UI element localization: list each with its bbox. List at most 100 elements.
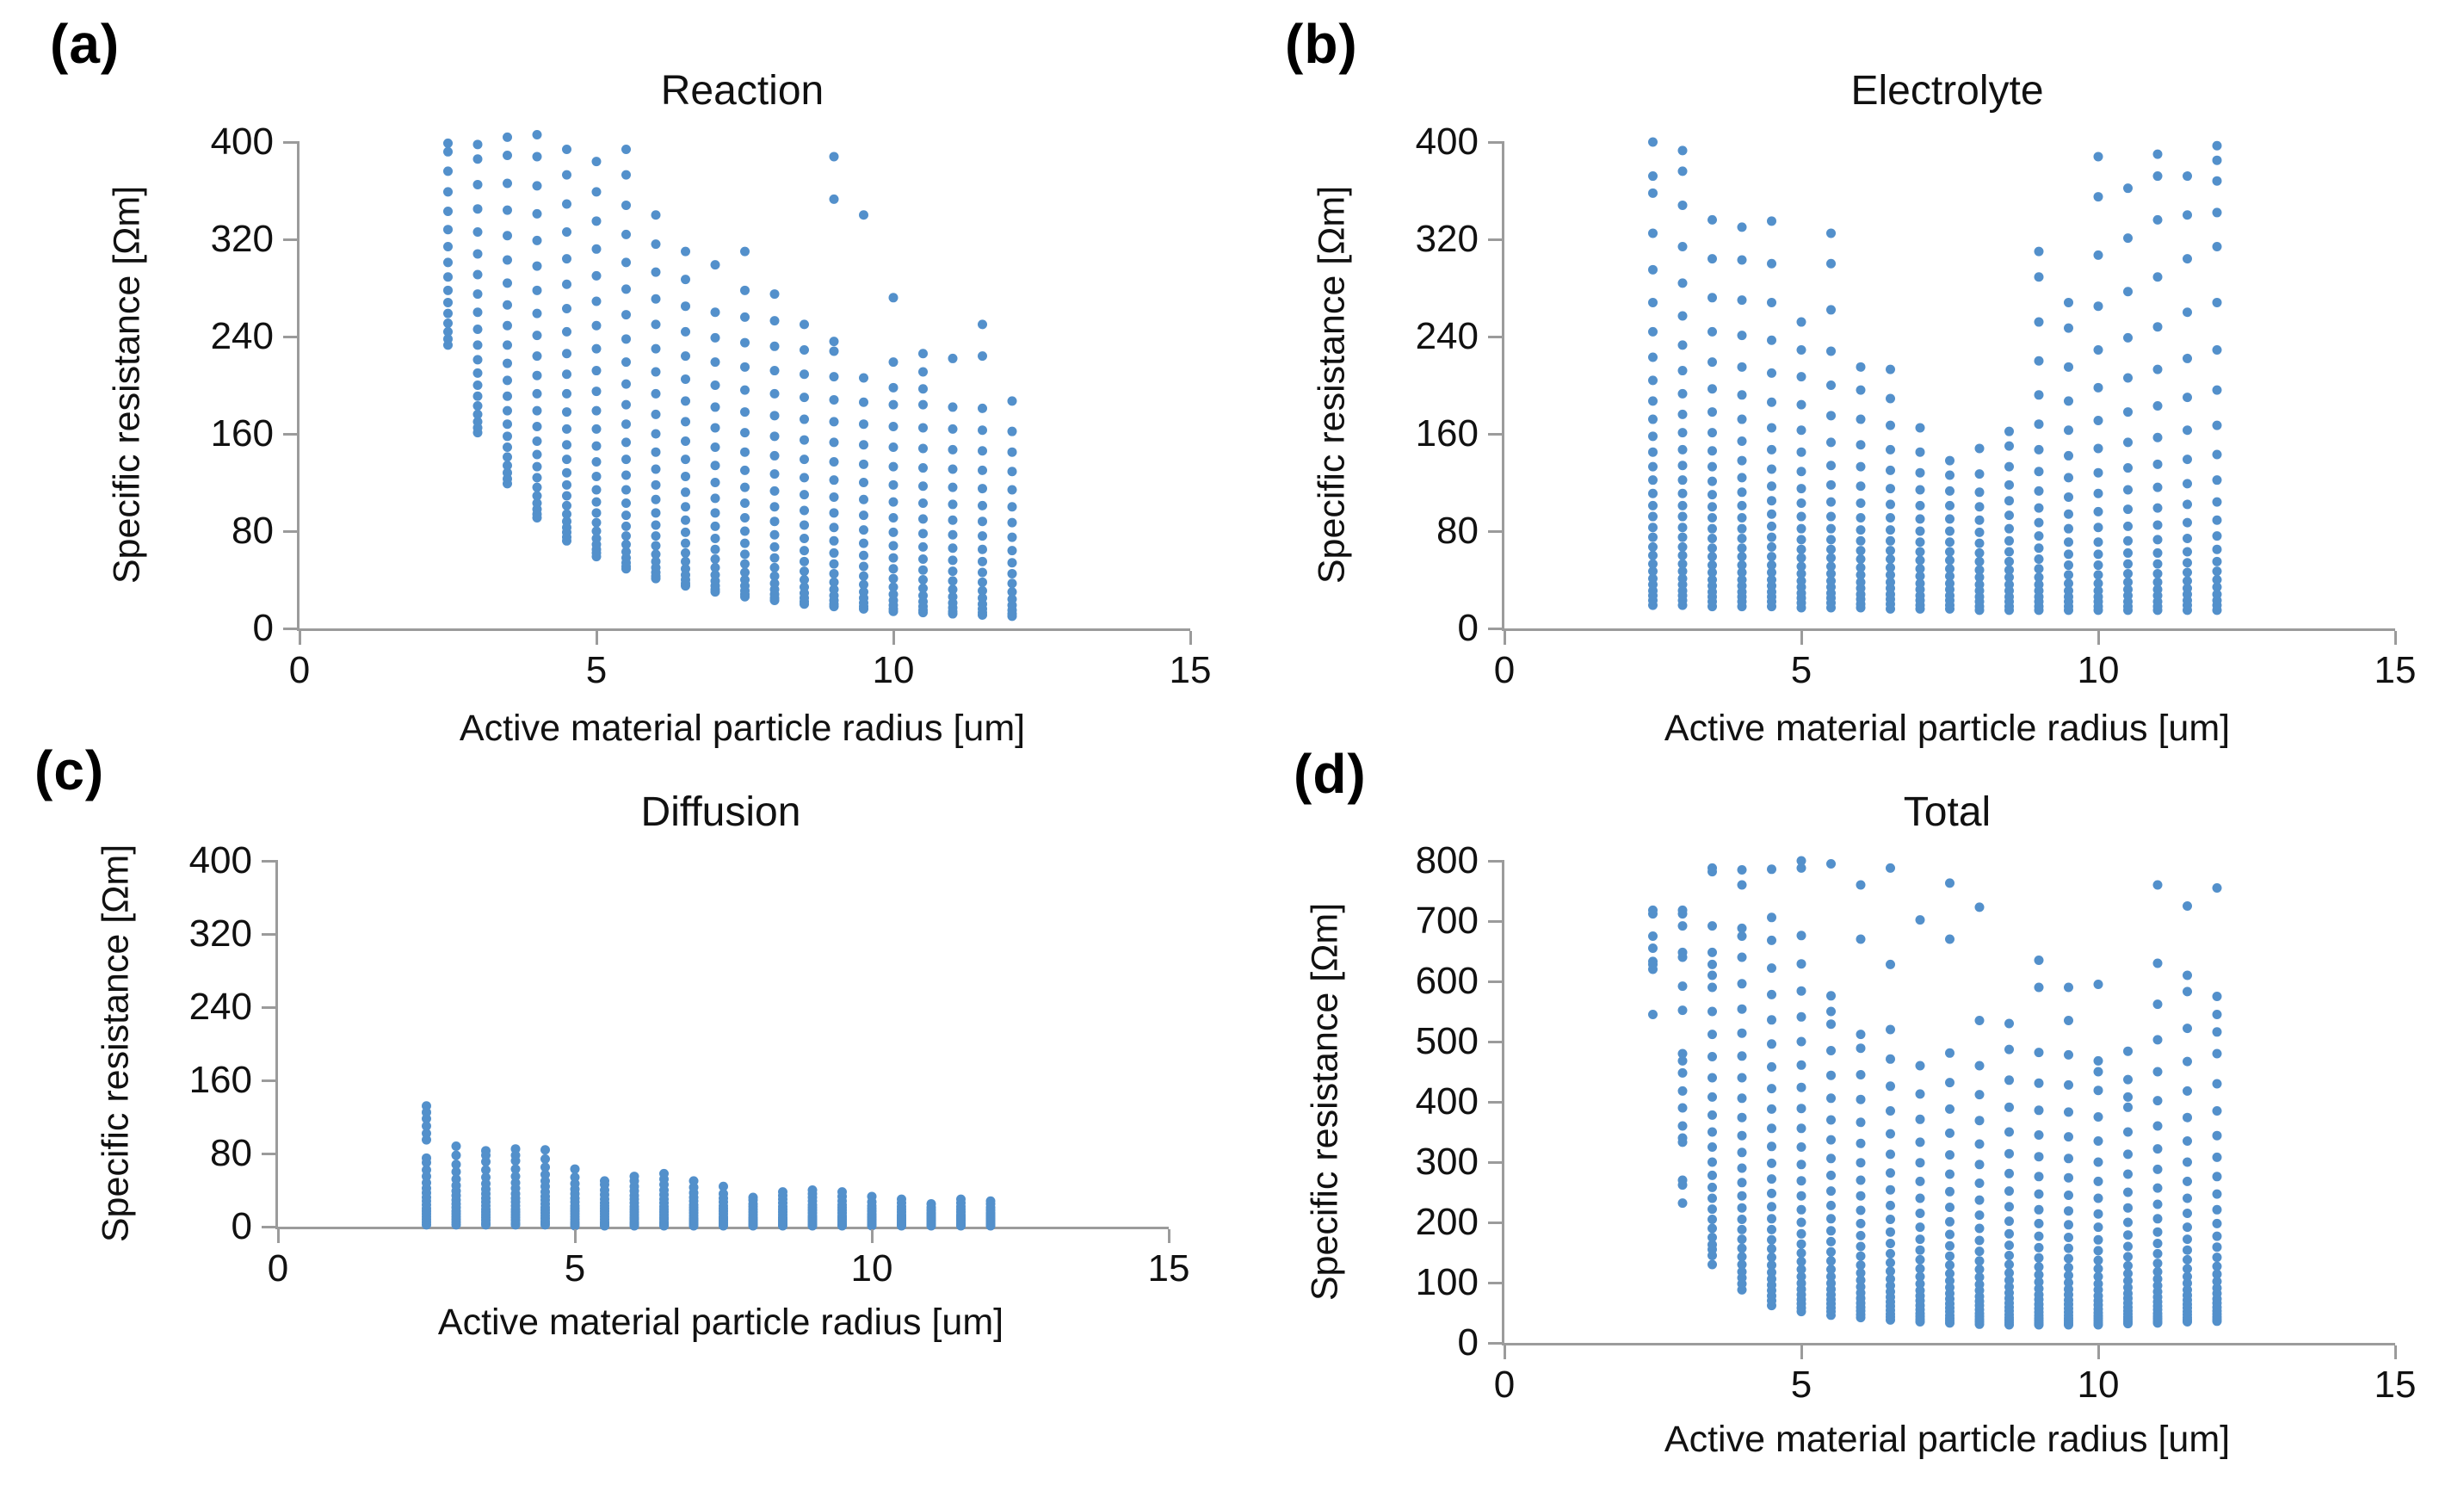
data-point [1886,562,1895,572]
data-point [888,512,899,523]
data-point [1796,1239,1806,1249]
data-point [1945,1169,1955,1179]
data-point [740,482,750,492]
data-point [2093,1193,2103,1203]
data-point [800,414,809,424]
data-point [1826,497,1836,507]
data-point [740,428,750,438]
data-point [948,543,958,554]
data-point [888,442,899,453]
data-point [918,514,928,524]
y-tick-mark [1488,1100,1504,1104]
data-point [1945,547,1955,557]
data-point [591,187,602,197]
data-point [1826,1170,1836,1180]
data-point [1826,1278,1836,1289]
data-point [859,373,868,383]
data-point [651,267,661,277]
data-point [1826,991,1836,1001]
data-point [1767,864,1776,875]
y-tick-mark [283,432,300,436]
data-point [1796,498,1806,509]
data-point [1796,1142,1806,1152]
data-point [1796,1191,1806,1201]
data-point [2212,1189,2222,1199]
x-axis-title-c: Active material particle radius [um] [437,1302,1004,1343]
data-point [1886,1054,1895,1064]
data-point [532,473,542,483]
data-point [1856,1282,1866,1292]
data-point [2152,1281,2163,1290]
y-tick-mark [283,238,300,241]
data-point [1945,1203,1955,1212]
data-point [2093,1278,2103,1289]
data-point [740,526,750,536]
data-point [948,424,958,434]
data-point [2093,1055,2103,1066]
data-point [2152,958,2163,968]
data-point [1856,461,1866,472]
x-tick-label: 0 [1493,1364,1516,1406]
data-point [926,1198,936,1209]
data-point [443,326,453,337]
data-point [1677,905,1688,915]
data-point [1708,461,1717,472]
data-point [2034,1130,2044,1140]
scatter-points-diffusion [422,1101,996,1231]
data-point [1826,1093,1836,1104]
data-point [1974,1279,1985,1290]
data-point [2034,444,2044,455]
data-point [1737,575,1747,584]
y-tick-label: 300 [1415,1141,1479,1183]
data-point [2183,576,2192,586]
data-point [562,509,571,519]
data-point [1856,562,1866,572]
data-point [1796,1123,1806,1134]
data-point [503,151,512,161]
data-point [2034,356,2044,366]
data-point [2004,565,2014,575]
data-point [1767,963,1776,974]
data-point [1915,485,1925,495]
data-point [829,346,839,356]
data-point [1974,502,1985,512]
data-point [1767,1061,1776,1072]
data-point [1886,1106,1895,1116]
data-point [443,138,453,148]
data-point [2004,1240,2014,1251]
data-point [2183,1176,2192,1186]
data-point [1737,455,1747,466]
y-tick-label: 240 [210,315,274,357]
data-point [2034,272,2044,282]
data-point [1737,362,1747,372]
data-point [1826,535,1836,545]
data-point [888,564,899,574]
data-point [1737,1112,1747,1123]
data-point [2004,1168,2014,1178]
data-point [2034,1262,2044,1272]
data-point [2152,1144,2163,1154]
data-point [978,351,987,362]
data-point [503,431,512,442]
y-tick-label: 80 [232,510,274,552]
data-point [859,494,868,504]
x-tick-mark [573,1229,577,1243]
data-point [2123,1074,2133,1085]
data-point [621,531,631,541]
data-point [2004,1102,2014,1112]
data-point [2034,1242,2044,1252]
data-point [859,571,868,581]
data-point [503,375,512,386]
data-point [769,578,780,589]
data-point [710,357,720,368]
x-tick-mark [1800,631,1803,645]
data-point [829,372,839,382]
data-point [1648,297,1658,307]
data-point [1708,552,1717,562]
data-point [769,388,780,399]
data-point [859,538,868,548]
data-point [472,340,483,350]
data-point [1708,1006,1717,1017]
data-point [1737,1178,1747,1188]
data-point [1767,368,1776,378]
